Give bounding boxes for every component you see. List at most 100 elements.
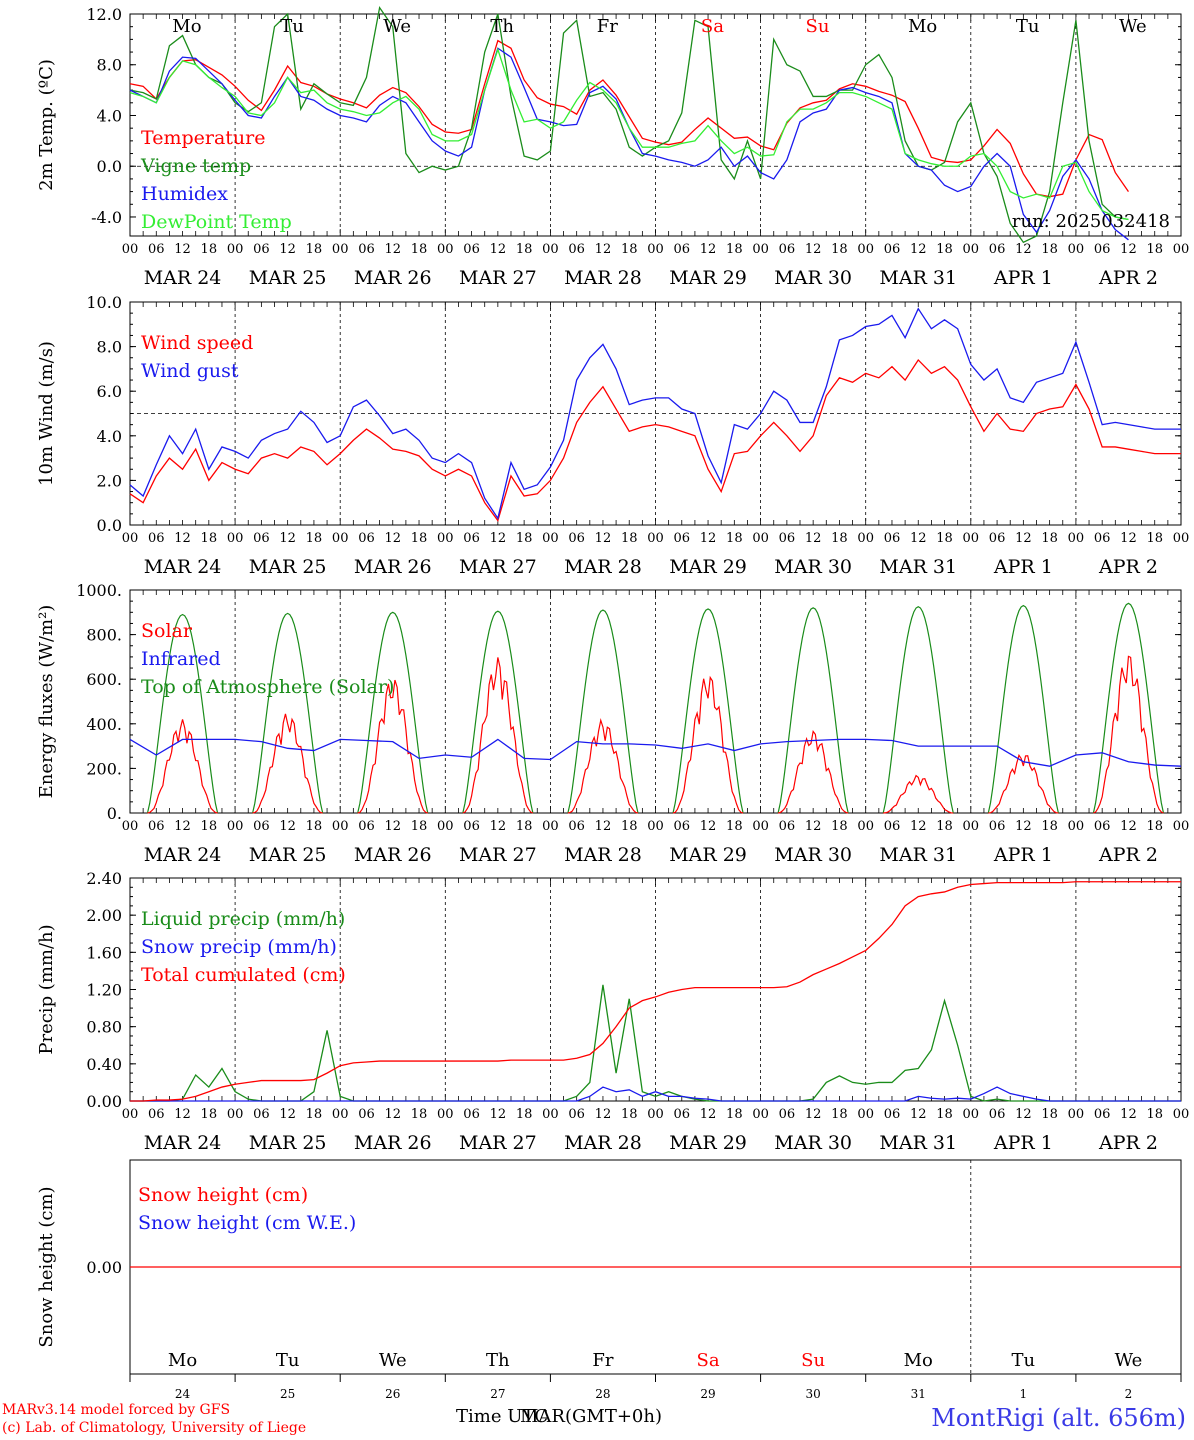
x-hour-label: 00 [857,819,874,834]
x-date-label: MAR 29 [669,1132,747,1154]
y-tick-label: 400. [86,715,122,734]
x-date-label: MAR 30 [774,267,852,289]
toa-solar-line [882,606,954,814]
x-hour-label: 18 [726,242,743,257]
x-date-label: MAR 24 [144,556,222,578]
x-hour-label: 12 [910,1107,927,1122]
toa-solar-line [146,613,219,814]
x-hour-label: 06 [568,531,585,546]
weekday-label-bottom: Th [486,1350,510,1371]
day-number-label: 29 [700,1387,715,1401]
x-date-label: MAR 31 [879,556,957,578]
weekday-label-top: Th [490,16,514,37]
x-hour-label: 12 [595,819,612,834]
y-tick-label: 2.00 [86,906,122,925]
x-date-label: MAR 29 [669,267,747,289]
weekday-label-top: Su [806,16,830,37]
toa-solar-line [357,611,429,814]
x-hour-label: 12 [595,242,612,257]
x-hour-label: 12 [700,531,717,546]
x-hour-label: 12 [490,531,507,546]
x-hour-label: 06 [779,242,796,257]
legend-entry: Snow precip (mm/h) [141,936,337,958]
y-tick-label: 1000. [76,581,122,600]
x-hour-label: 06 [463,531,480,546]
x-hour-label: 00 [227,819,244,834]
y-tick-label: 8.0 [97,338,122,357]
x-date-label: MAR 27 [459,267,537,289]
y-tick-label: 0.80 [86,1018,122,1037]
x-hour-label: 18 [516,819,533,834]
y-tick-label: 800. [86,626,122,645]
x-hour-label: 12 [805,1107,822,1122]
weekday-label-top: Mo [908,16,937,37]
x-hour-label: 00 [332,819,349,834]
solar-line [357,679,428,814]
x-hour-label: 00 [1173,1107,1190,1122]
x-date-label: APR 1 [993,1132,1053,1154]
x-hour-label: 18 [936,819,953,834]
x-hour-label: 06 [674,819,691,834]
y-tick-label: 4.0 [97,106,122,125]
legend-entry: Solar [141,620,193,642]
series-line-liquid-precip-mm-h- [130,984,1181,1102]
x-date-label: MAR 26 [354,267,432,289]
x-hour-label: 18 [1146,242,1163,257]
x-hour-label: 00 [542,1107,559,1122]
solar-line [1093,655,1164,814]
x-hour-label: 12 [174,531,191,546]
x-hour-label: 18 [1146,531,1163,546]
x-hour-label: 18 [831,242,848,257]
x-hour-label: 18 [201,819,218,834]
x-hour-label: 00 [963,819,980,834]
x-date-label: MAR 30 [774,844,852,866]
x-hour-label: 00 [122,1107,139,1122]
solar-line [883,774,954,814]
x-hour-label: 00 [122,531,139,546]
series-line-vigne-temp [129,6,1129,244]
x-hour-label: 18 [831,531,848,546]
x-hour-label: 12 [490,1107,507,1122]
x-hour-label: 06 [989,531,1006,546]
y-tick-label: 0.0 [97,516,122,535]
x-hour-label: 18 [621,819,638,834]
x-hour-label: 00 [332,531,349,546]
x-date-label: MAR 29 [669,844,747,866]
x-hour-label: 06 [463,1107,480,1122]
x-hour-label: 12 [174,819,191,834]
y-axis-label: 10m Wind (m/s) [36,341,57,486]
solar-line [147,719,218,814]
day-number-label: 1 [1020,1387,1028,1401]
legend-entry: Total cumulated (cm) [141,964,346,986]
x-hour-label: 00 [1068,242,1085,257]
x-hour-label: 00 [227,531,244,546]
x-hour-label: 00 [752,1107,769,1122]
x-hour-label: 18 [936,1107,953,1122]
x-hour-label: 06 [779,531,796,546]
series-line-total-cumulated-cm- [130,881,1181,1102]
x-hour-label: 12 [595,531,612,546]
x-hour-label: 06 [1094,1107,1111,1122]
x-hour-label: 06 [568,242,585,257]
weekday-label-bottom: Fr [592,1350,613,1371]
x-date-label: APR 2 [1098,844,1158,866]
x-hour-label: 12 [805,531,822,546]
x-hour-label: 18 [1146,1107,1163,1122]
x-hour-label: 06 [358,819,375,834]
x-hour-label: 06 [989,242,1006,257]
x-hour-label: 06 [779,1107,796,1122]
day-number-label: 30 [806,1387,821,1401]
series-line-snow-precip-mm-h- [130,1086,1181,1102]
x-hour-label: 18 [306,819,323,834]
x-hour-label: 06 [989,1107,1006,1122]
toa-solar-line [777,607,849,814]
x-date-label: APR 2 [1098,1132,1158,1154]
x-hour-label: 06 [463,819,480,834]
y-tick-label: 4.0 [97,427,122,446]
x-hour-label: 00 [752,242,769,257]
x-hour-label: 12 [384,819,401,834]
x-hour-label: 06 [358,1107,375,1122]
weekday-label-top: We [1119,16,1147,37]
x-hour-label: 00 [437,531,454,546]
weekday-label-bottom: Tu [1012,1350,1036,1371]
